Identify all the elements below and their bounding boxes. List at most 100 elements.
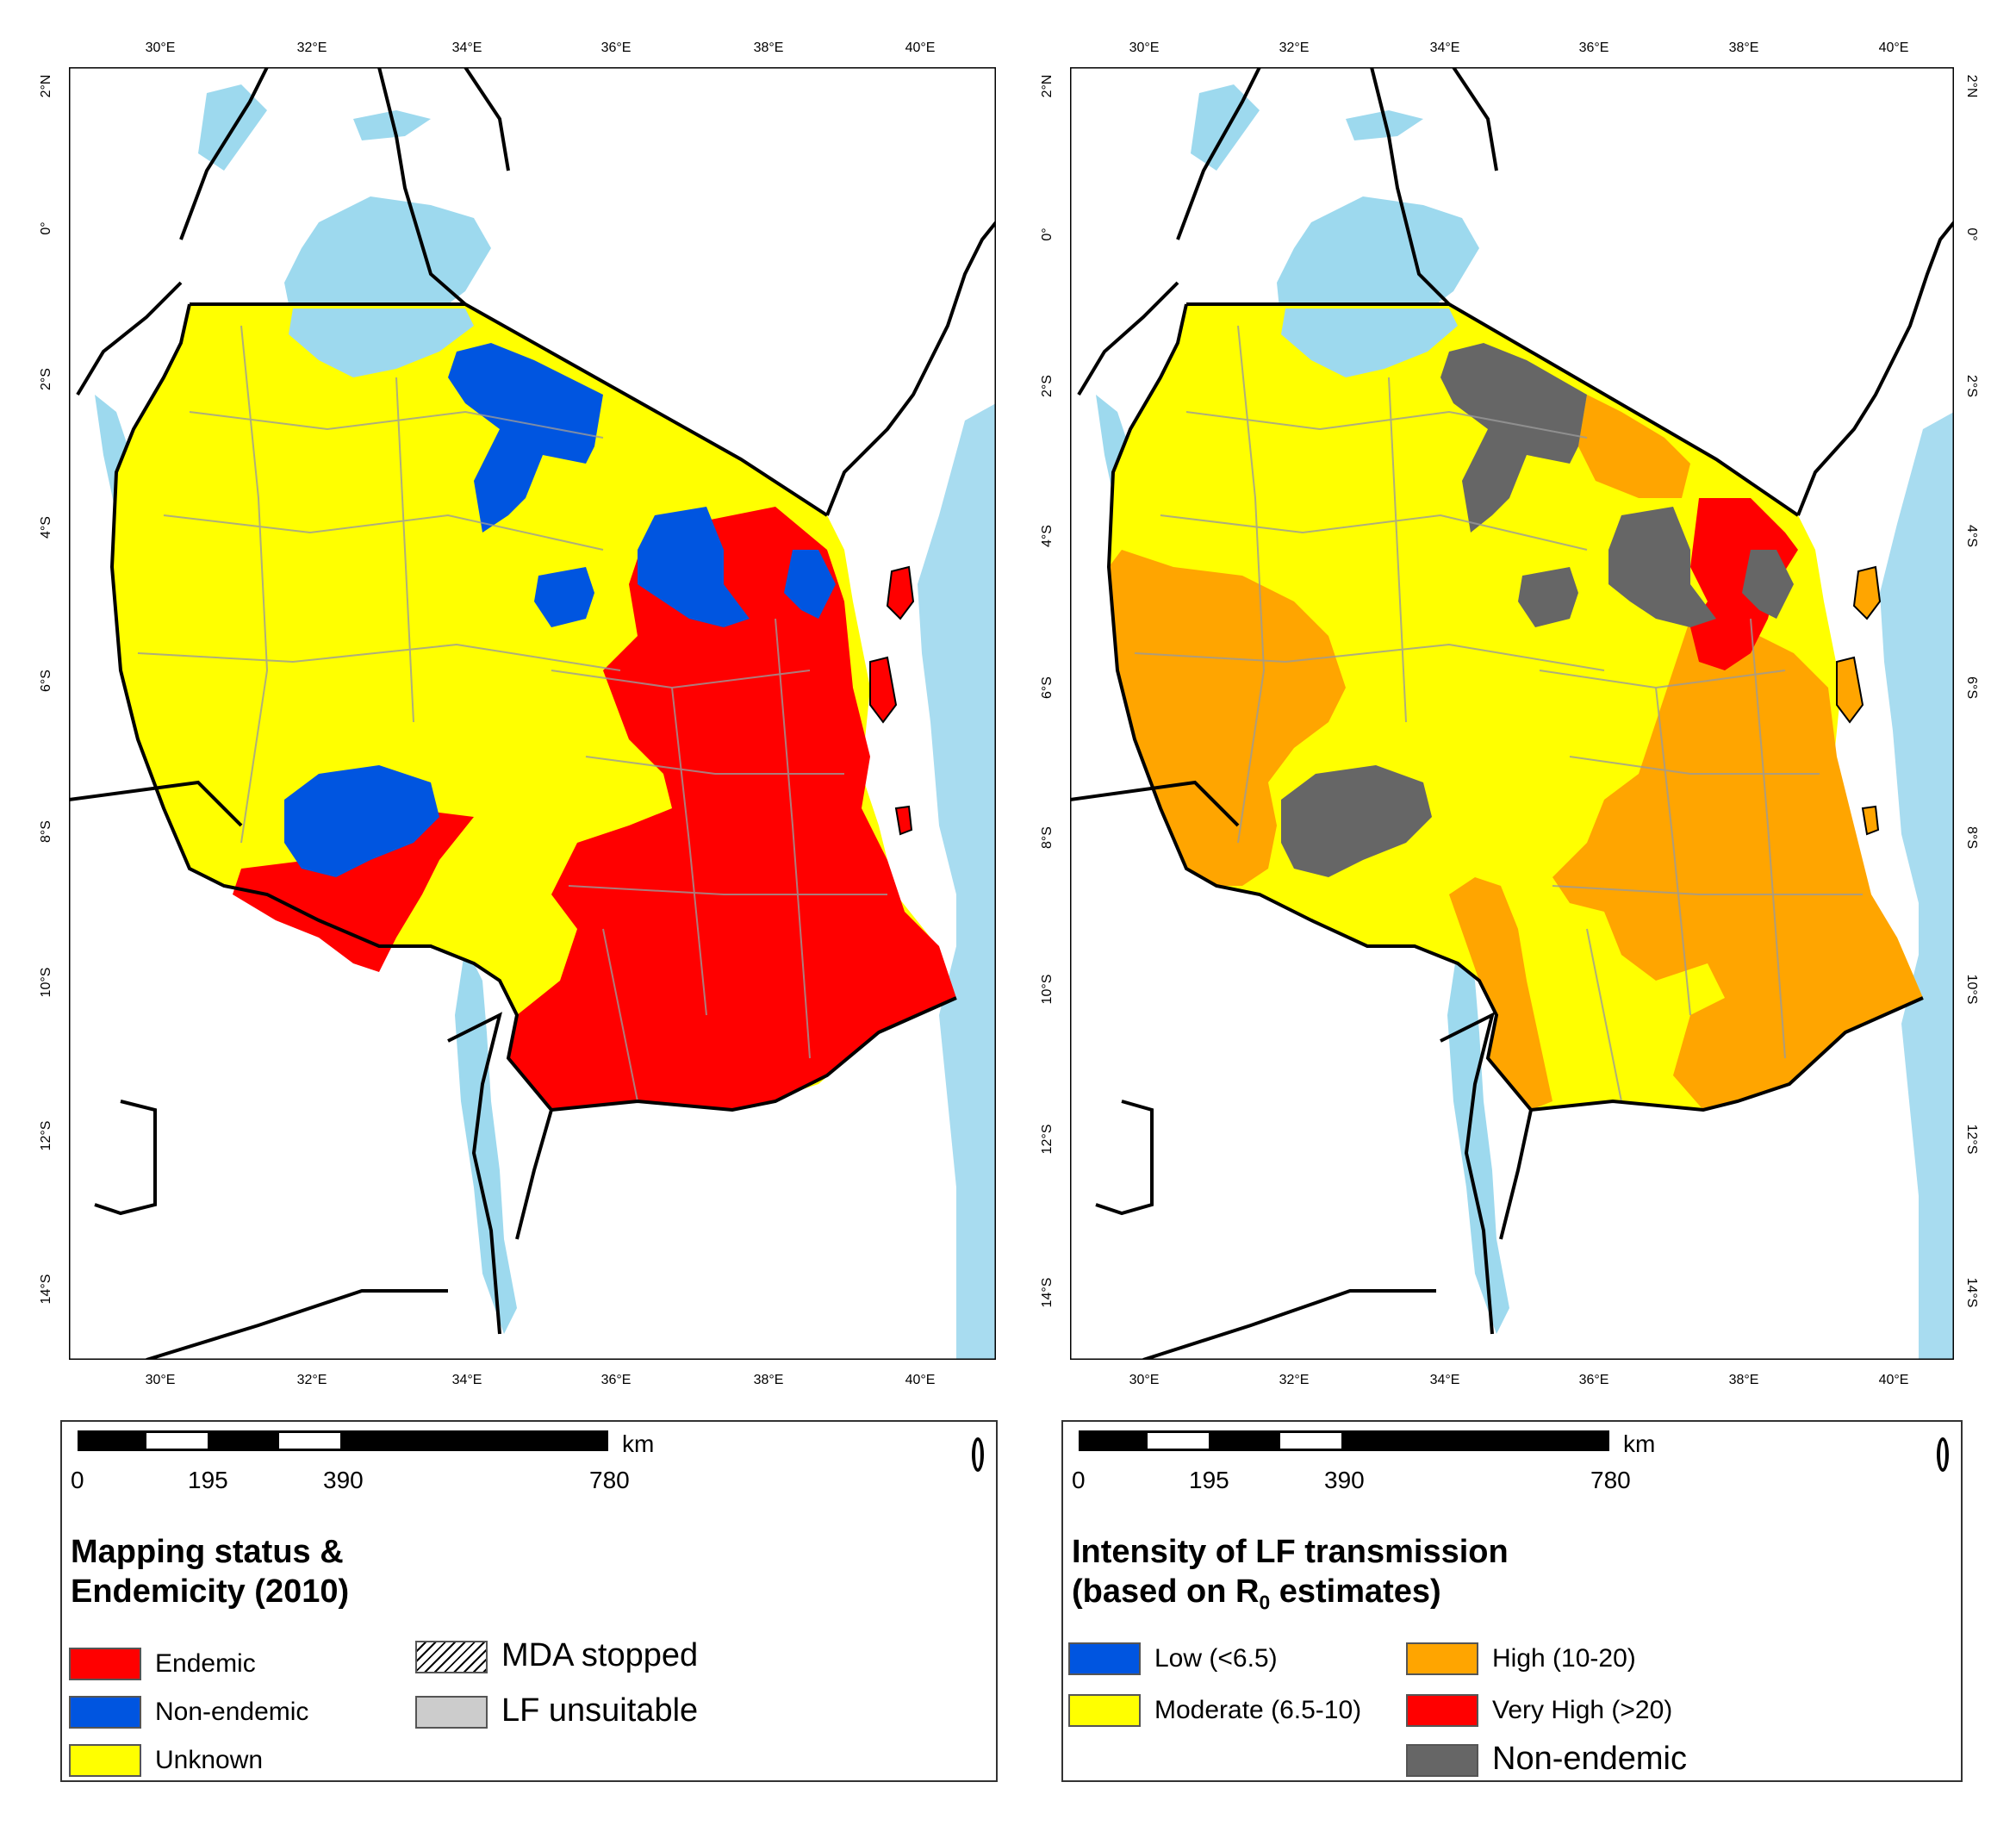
lat-label: 0° [1040, 227, 1055, 240]
legend-title-prefix: (based on R [1072, 1573, 1260, 1610]
legend-swatch-hatch [415, 1641, 488, 1673]
lon-label: 40°E [1879, 41, 1909, 55]
lake-nyasa [1447, 946, 1509, 1334]
scale-bar: km 0 195 390 780 [71, 1430, 654, 1493]
lat-label: 8°S [1964, 826, 1979, 849]
north-arrow-icon [1937, 1437, 1949, 1472]
lat-label: 8°S [39, 820, 53, 843]
lat-label: 10°S [1040, 975, 1055, 1005]
lat-label: 6°S [1040, 676, 1055, 699]
lake-nyasa [455, 946, 517, 1334]
lat-label: 12°S [1040, 1125, 1055, 1155]
legend-swatch [1406, 1642, 1478, 1675]
legend-label: MDA stopped [501, 1637, 699, 1673]
region-non-endemic-north [1440, 343, 1587, 533]
legend-right: km 0 195 390 780 Intensity of LF transmi… [1061, 1420, 1963, 1782]
lon-label: 36°E [601, 1373, 632, 1387]
scale-tick: 195 [188, 1467, 228, 1493]
legend-title-line1: Intensity of LF transmission [1072, 1534, 1509, 1570]
lon-label: 34°E [452, 41, 482, 55]
lon-label: 38°E [1729, 41, 1759, 55]
region-non-endemic-rukwa [1281, 765, 1432, 877]
country-boundaries [69, 67, 996, 1360]
indian-ocean [1880, 412, 1954, 1360]
lat-labels-right-right: 2°N 0° 2°S 4°S 6°S 8°S 10°S 12°S 14°S [1964, 75, 1979, 1308]
lat-label: 14°S [39, 1274, 53, 1305]
region-non-endemic-kilimanjaro [784, 550, 836, 619]
region-high-east [1552, 619, 1923, 1110]
legend-label: LF unsuitable [501, 1692, 699, 1729]
island-zanzibar [869, 656, 898, 724]
scale-tick: 195 [1189, 1467, 1229, 1493]
lat-label: 12°S [39, 1121, 53, 1151]
region-non-endemic-lake [1518, 567, 1578, 627]
lat-label: 2°S [1964, 375, 1979, 397]
lon-label: 34°E [1430, 41, 1460, 55]
lat-label: 2°S [1040, 375, 1055, 397]
legend-title-line2: (based on R0 estimates) [1072, 1572, 1509, 1623]
lat-label: 2°N [39, 75, 53, 98]
legend-swatch [1406, 1744, 1478, 1777]
legend-label: Moderate (6.5-10) [1154, 1696, 1362, 1724]
island-pemba [1852, 565, 1882, 620]
region-endemic-southwest [233, 808, 474, 972]
legend-label: Non-endemic [1492, 1741, 1687, 1777]
district-lines [1134, 325, 1863, 1102]
region-high-north [1578, 395, 1690, 498]
legend-label: Non-endemic [155, 1698, 309, 1726]
legend-label: High (10-20) [1492, 1644, 1636, 1673]
scale-tick: 0 [1072, 1467, 1086, 1493]
legend-title-line1: Mapping status & [71, 1534, 344, 1570]
lon-label: 30°E [146, 41, 176, 55]
scale-unit: km [1623, 1430, 1656, 1457]
lon-label: 32°E [297, 41, 327, 55]
legend-title-line2: Endemicity (2010) [71, 1573, 350, 1610]
scale-bar: km 0 195 390 780 [1072, 1430, 1655, 1493]
scale-tick: 390 [323, 1467, 364, 1493]
lon-label: 30°E [146, 1373, 176, 1387]
lake-victoria-south [1281, 308, 1458, 377]
legend-label: Endemic [155, 1649, 256, 1678]
scale-tick: 780 [1590, 1467, 1631, 1493]
legend-title-suffix: estimates) [1270, 1573, 1441, 1610]
legend-swatch [1406, 1694, 1478, 1727]
lat-label: 2°N [1040, 75, 1055, 98]
legend-title: Intensity of LF transmission (based on R… [1072, 1532, 1509, 1623]
scale-tick: 0 [71, 1467, 84, 1493]
lat-label: 14°S [1040, 1278, 1055, 1308]
legend-label: Unknown [155, 1746, 264, 1774]
lon-label: 40°E [1879, 1373, 1909, 1387]
lon-label: 36°E [1579, 41, 1609, 55]
legend-swatch [69, 1696, 141, 1729]
map-right-transmission-intensity [1070, 67, 1954, 1360]
lat-label: 6°S [39, 670, 53, 692]
map-left-endemicity [69, 67, 996, 1360]
region-high-west [1109, 550, 1346, 886]
lat-label: 12°S [1964, 1125, 1979, 1155]
lon-label: 36°E [601, 41, 632, 55]
island-pemba [886, 565, 915, 620]
lon-label: 40°E [905, 1373, 936, 1387]
legend-label: Very High (>20) [1492, 1696, 1673, 1724]
lon-label: 32°E [297, 1373, 327, 1387]
lat-label: 6°S [1964, 676, 1979, 699]
lon-label: 40°E [905, 41, 936, 55]
lat-label: 10°S [39, 968, 53, 998]
legend-swatch [1068, 1642, 1141, 1675]
lon-label: 38°E [754, 41, 784, 55]
lon-label: 32°E [1279, 41, 1310, 55]
lake-north [1191, 84, 1260, 171]
region-high-south [1449, 877, 1552, 1110]
legend-swatch [69, 1744, 141, 1777]
lon-label: 34°E [452, 1373, 482, 1387]
legend-title: Mapping status & Endemicity (2010) [71, 1532, 349, 1611]
lat-label: 2°S [39, 368, 53, 390]
country-boundaries [1070, 67, 1954, 1360]
lon-label: 32°E [1279, 1373, 1310, 1387]
lon-label: 34°E [1430, 1373, 1460, 1387]
legend-left: km 0 195 390 780 Mapping status & Endemi… [60, 1420, 998, 1782]
lat-label: 4°S [1964, 525, 1979, 547]
legend-swatch [1068, 1694, 1141, 1727]
lat-label: 10°S [1964, 975, 1979, 1005]
